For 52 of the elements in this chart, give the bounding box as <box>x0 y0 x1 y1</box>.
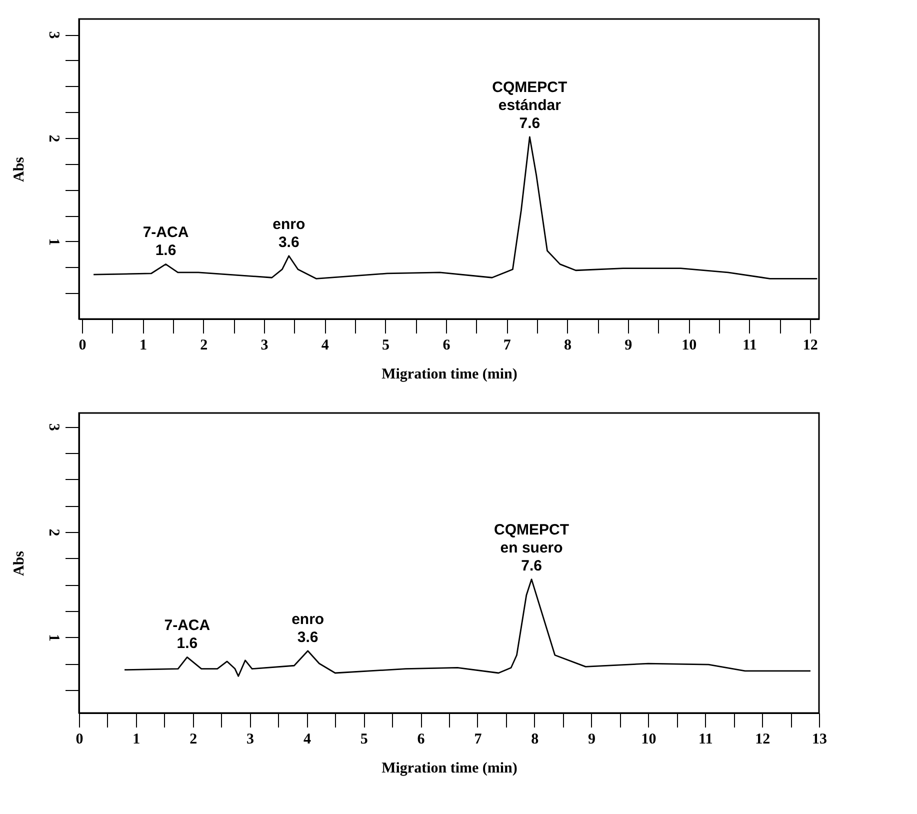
annotation: 7-ACA <box>142 224 189 242</box>
annotation: 3.6 <box>278 234 300 251</box>
line-series <box>124 578 812 677</box>
annotation: CQMEPCT <box>492 78 568 96</box>
annotation: en suero <box>500 539 563 556</box>
x-tick-label: 13 <box>812 732 827 748</box>
x-tick-label: 10 <box>641 732 656 748</box>
annotation: 7-ACA <box>164 617 210 634</box>
x-tick-label: 12 <box>802 338 818 354</box>
annotation: 1.6 <box>176 635 198 652</box>
x-tick-label: 3 <box>246 732 254 748</box>
annotation: 1.6 <box>155 242 176 260</box>
y-axis-title: Abs <box>12 550 28 576</box>
x-tick-label: 4 <box>303 732 312 748</box>
x-tick-label: 6 <box>417 732 426 748</box>
x-tick-label: 4 <box>321 338 330 354</box>
x-tick-label: 3 <box>260 338 268 354</box>
y-tick-label: 2 <box>46 528 62 536</box>
x-tick-label: 11 <box>742 338 757 354</box>
x-axis-title: Migration time (min) <box>382 366 518 382</box>
y-tick-label: 1 <box>46 634 62 642</box>
x-tick-label: 6 <box>442 338 451 354</box>
x-tick-label: 1 <box>132 732 140 748</box>
x-axis-title: Migration time (min) <box>382 760 518 776</box>
x-tick-label: 8 <box>564 338 572 354</box>
y-tick-label: 3 <box>46 423 62 431</box>
x-tick-label: 8 <box>531 732 539 748</box>
y-tick-label: 3 <box>46 31 62 39</box>
y-axis-title: Abs <box>12 156 28 182</box>
x-tick-label: 5 <box>382 338 390 354</box>
x-tick-label: 1 <box>139 338 147 354</box>
x-tick-label: 2 <box>200 338 208 354</box>
x-tick-label: 0 <box>78 338 86 354</box>
x-tick-label: 0 <box>76 732 84 748</box>
x-tick-label: 9 <box>624 338 632 354</box>
x-tick-label: 5 <box>360 732 368 748</box>
x-tick-label: 10 <box>682 338 697 354</box>
annotation: estándar <box>498 96 562 114</box>
y-tick-label: 2 <box>46 134 62 142</box>
x-tick-label: 7 <box>503 338 512 354</box>
annotation: enro <box>272 216 306 233</box>
annotation: 7.6 <box>519 114 540 132</box>
x-tick-label: 2 <box>190 732 198 748</box>
x-tick-label: 7 <box>474 732 482 748</box>
annotation: CQMEPCT <box>494 521 570 538</box>
y-tick-label: 1 <box>46 238 62 246</box>
x-tick-label: 9 <box>588 732 596 748</box>
x-tick-label: 11 <box>698 732 713 748</box>
x-tick-label: 12 <box>755 732 770 748</box>
annotation: 7.6 <box>521 557 542 574</box>
annotation: 3.6 <box>297 628 318 646</box>
annotation: enro <box>292 610 324 628</box>
